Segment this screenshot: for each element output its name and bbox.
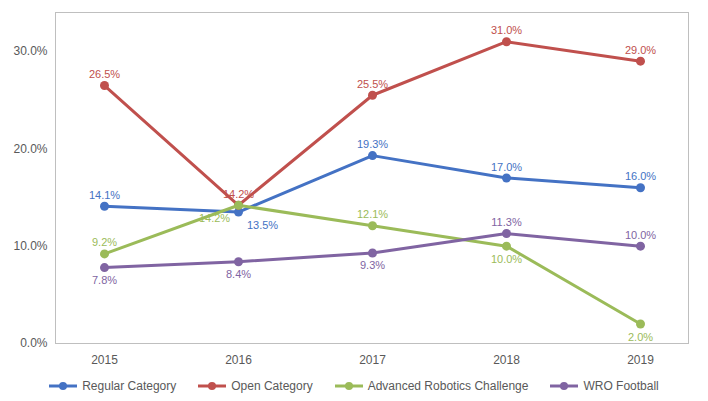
svg-text:16.0%: 16.0%	[625, 170, 656, 182]
svg-text:10.0%: 10.0%	[625, 229, 656, 241]
svg-text:0.0%: 0.0%	[20, 336, 48, 350]
svg-text:7.8%: 7.8%	[92, 274, 117, 286]
svg-text:2017: 2017	[359, 353, 386, 367]
svg-text:20.0%: 20.0%	[13, 142, 47, 156]
svg-text:14.2%: 14.2%	[199, 212, 230, 224]
svg-text:10.0%: 10.0%	[13, 239, 47, 253]
svg-text:9.3%: 9.3%	[360, 259, 385, 271]
html-text:Advanced Robotics Challenge: Advanced Robotics Challenge	[367, 379, 529, 393]
svg-text:2.0%: 2.0%	[628, 331, 653, 343]
svg-text:14.1%: 14.1%	[89, 189, 120, 201]
svg-text:2018: 2018	[493, 353, 520, 367]
html-text:WRO Football: WRO Football	[583, 379, 659, 393]
svg-text:25.5%: 25.5%	[357, 78, 388, 90]
svg-text:12.1%: 12.1%	[357, 208, 388, 220]
svg-text:17.0%: 17.0%	[491, 161, 522, 173]
svg-text:2019: 2019	[627, 353, 654, 367]
svg-text:29.0%: 29.0%	[625, 44, 656, 56]
svg-text:2015: 2015	[91, 353, 118, 367]
svg-text:8.4%: 8.4%	[226, 268, 251, 280]
svg-text:30.0%: 30.0%	[13, 44, 47, 58]
svg-text:26.5%: 26.5%	[89, 68, 120, 80]
html-text:Open Category: Open Category	[231, 379, 313, 393]
svg-text:2016: 2016	[225, 353, 252, 367]
svg-text:31.0%: 31.0%	[491, 24, 522, 36]
svg-text:10.0%: 10.0%	[491, 253, 522, 265]
html-text:Regular Category: Regular Category	[82, 379, 177, 393]
svg-text:13.5%: 13.5%	[247, 219, 278, 231]
svg-text:19.3%: 19.3%	[357, 138, 388, 150]
svg-text:9.2%: 9.2%	[92, 236, 117, 248]
svg-text:11.3%: 11.3%	[491, 216, 522, 228]
svg-text:14.2%: 14.2%	[223, 188, 254, 200]
